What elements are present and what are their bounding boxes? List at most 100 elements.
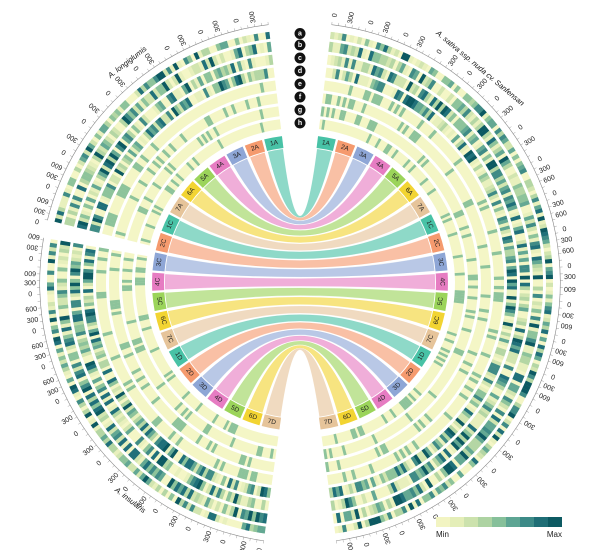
ruler-tick-label: 0 bbox=[436, 48, 444, 55]
heatmap-cell bbox=[458, 392, 469, 401]
heatmap-cell bbox=[122, 100, 131, 108]
heatmap-cell bbox=[411, 69, 420, 81]
heatmap-cell bbox=[463, 407, 474, 417]
heatmap-cell bbox=[493, 295, 504, 300]
heatmap-cell bbox=[142, 460, 152, 471]
heatmap-cell bbox=[111, 126, 122, 137]
heatmap-cell bbox=[103, 419, 114, 429]
ruler-tick bbox=[445, 64, 448, 68]
heatmap-cell bbox=[487, 228, 498, 235]
heatmap-cell bbox=[347, 71, 354, 83]
heatmap-cell bbox=[347, 483, 354, 495]
heatmap-cell bbox=[145, 128, 155, 138]
heatmap-cell bbox=[545, 290, 553, 295]
heatmap-cell bbox=[212, 486, 220, 497]
heatmap-cell bbox=[500, 228, 511, 235]
heatmap-cell bbox=[457, 433, 468, 444]
ruler-tick bbox=[45, 347, 49, 350]
heatmap-cell bbox=[398, 400, 408, 411]
heatmap-cell bbox=[465, 309, 476, 314]
heatmap-cell bbox=[246, 483, 252, 495]
heatmap-cell bbox=[506, 299, 517, 304]
heatmap-cell bbox=[379, 514, 386, 523]
heatmap-cell bbox=[259, 486, 265, 497]
heatmap-cell bbox=[416, 154, 426, 165]
chromosome-segment bbox=[420, 214, 439, 235]
heatmap-cell bbox=[90, 337, 102, 344]
heatmap-cell bbox=[140, 382, 151, 391]
heatmap-cell bbox=[469, 157, 480, 167]
heatmap-cell bbox=[146, 92, 156, 103]
ruler-tick bbox=[50, 199, 54, 201]
heatmap-cell bbox=[208, 56, 216, 68]
heatmap-cell bbox=[195, 507, 203, 516]
heatmap-cell bbox=[184, 410, 193, 421]
heatmap-cell bbox=[194, 62, 202, 74]
heatmap-cell bbox=[378, 82, 386, 93]
heatmap-cell bbox=[173, 481, 182, 493]
heatmap-cell bbox=[403, 445, 412, 456]
heatmap-cell bbox=[244, 523, 251, 531]
heatmap-cell bbox=[123, 112, 134, 123]
heatmap-cell bbox=[513, 225, 524, 232]
legend-swatch bbox=[450, 517, 464, 527]
heatmap-cell bbox=[49, 246, 57, 252]
ruler-tick bbox=[421, 50, 424, 54]
ruler-tick bbox=[511, 433, 515, 436]
chromosome-label: 5D bbox=[360, 404, 371, 414]
heatmap-cell bbox=[228, 505, 236, 517]
synteny-link bbox=[217, 167, 383, 230]
ruler-tick bbox=[98, 449, 101, 453]
heatmap-cell bbox=[408, 82, 417, 94]
heatmap-cell bbox=[529, 240, 540, 247]
heatmap-cell bbox=[388, 58, 397, 69]
ruler-tick-label: 600 bbox=[552, 357, 565, 367]
ruler-tick bbox=[526, 410, 529, 413]
heatmap-cell bbox=[83, 203, 94, 211]
ruler-tick bbox=[496, 110, 499, 113]
heatmap-cell bbox=[249, 484, 256, 495]
heatmap-cell bbox=[470, 100, 479, 109]
heatmap-cell bbox=[233, 479, 240, 491]
chromosome-label: 6A bbox=[404, 186, 415, 197]
heatmap-cell bbox=[88, 327, 99, 334]
ruler-tick bbox=[132, 483, 135, 487]
heatmap-cell bbox=[544, 309, 552, 315]
heatmap-cell bbox=[493, 276, 504, 280]
heatmap-cell bbox=[123, 132, 134, 142]
ruler-tick bbox=[541, 186, 545, 188]
heatmap-cell bbox=[408, 129, 417, 140]
chromosome-label: 6C bbox=[432, 315, 441, 325]
heatmap-cell bbox=[162, 112, 172, 123]
heatmap-cell bbox=[193, 92, 202, 103]
heatmap-cell bbox=[448, 460, 458, 471]
heatmap-cell bbox=[381, 55, 389, 67]
chromosome-label: 6A bbox=[186, 186, 197, 197]
heatmap-cell bbox=[378, 473, 386, 484]
heatmap-cell bbox=[96, 269, 107, 274]
heatmap-cell bbox=[220, 475, 228, 487]
heatmap-cell bbox=[396, 479, 405, 490]
heatmap-cell bbox=[330, 108, 336, 119]
heatmap-cell bbox=[545, 274, 553, 280]
heatmap-cell bbox=[360, 479, 367, 491]
legend-swatch bbox=[548, 517, 562, 527]
ruler-tick-label: 0 bbox=[494, 95, 502, 103]
ruler-tick bbox=[413, 516, 416, 520]
heatmap-cell bbox=[96, 294, 107, 299]
heatmap-cell bbox=[503, 363, 514, 372]
heatmap-cell bbox=[134, 344, 145, 352]
heatmap-cell bbox=[176, 102, 185, 113]
heatmap-cell bbox=[219, 66, 227, 77]
heatmap-cell bbox=[154, 119, 165, 130]
legend-swatch bbox=[478, 517, 492, 527]
heatmap-cell bbox=[402, 461, 411, 472]
heatmap-cell bbox=[376, 95, 384, 107]
heatmap-cell bbox=[505, 388, 517, 397]
heatmap-cell bbox=[235, 494, 243, 505]
ruler-tick bbox=[40, 327, 44, 329]
heatmap-cell bbox=[349, 35, 355, 43]
ruler-tick bbox=[51, 367, 55, 369]
heatmap-cell bbox=[459, 412, 470, 422]
ruler-tick bbox=[342, 539, 344, 543]
